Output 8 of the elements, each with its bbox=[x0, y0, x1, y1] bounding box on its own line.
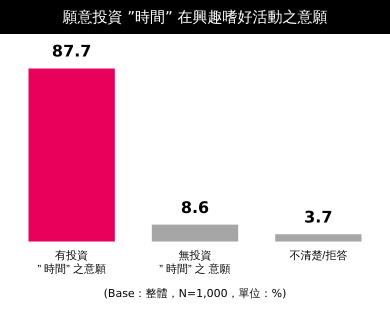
x-tick-label: 有投資 ” 時間” 之意願 bbox=[37, 250, 106, 276]
x-tick-label: 無投資 ” 時間” 之 意願 bbox=[159, 250, 231, 276]
x-tick-label: 不清楚/拒答 bbox=[289, 249, 348, 262]
data-label: 3.7 bbox=[304, 207, 333, 226]
text: (Base：整體，N=1,000，單位：%) bbox=[102, 286, 288, 301]
data-label: 8.6 bbox=[180, 198, 210, 217]
data-label: 87.7 bbox=[52, 42, 92, 61]
chart-title: 願意投資 ”時間” 在興趣嗜好活動之意願 bbox=[0, 0, 390, 34]
